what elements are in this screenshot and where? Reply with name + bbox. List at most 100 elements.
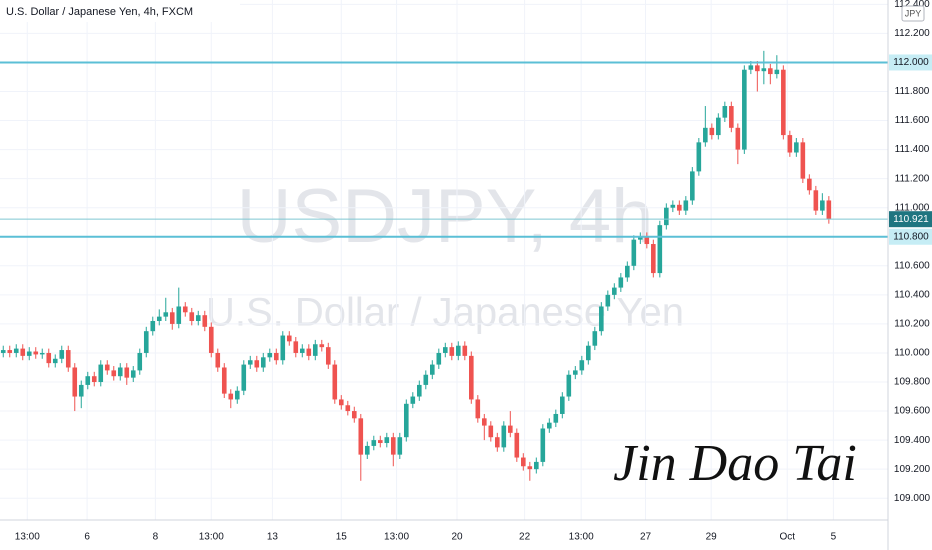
y-tick-label: 111.600	[895, 115, 930, 126]
watermark: USDJPY, 4h	[237, 174, 654, 259]
candle-body	[104, 364, 110, 371]
candle-body	[618, 277, 624, 288]
candle-body	[748, 65, 754, 70]
y-tick-label: 110.400	[894, 290, 930, 301]
candle-body	[820, 200, 825, 211]
y-tick-label: 109.600	[894, 406, 931, 417]
candle-body	[735, 127, 741, 150]
chart-title: U.S. Dollar / Japanese Yen, 4h, FXCM	[6, 6, 193, 18]
x-tick-label: 13:00	[569, 532, 594, 543]
candle-body	[72, 367, 78, 397]
candle-body	[156, 316, 162, 322]
candle-body	[443, 347, 448, 353]
level-tag-label: 110.800	[893, 231, 929, 242]
candle-body	[98, 364, 104, 383]
candle-body	[241, 364, 247, 391]
candle-body	[761, 68, 767, 72]
candle-body	[651, 244, 656, 274]
candle-body	[781, 69, 786, 136]
x-tick-label: 8	[153, 532, 159, 543]
time-axis	[0, 520, 888, 550]
candle-body	[332, 364, 338, 400]
candle-body	[403, 403, 409, 438]
candle-body	[397, 437, 403, 455]
x-tick-label: Oct	[779, 532, 795, 543]
candle-body	[703, 127, 708, 143]
currency-box[interactable]	[901, 5, 925, 22]
candle-body	[325, 347, 331, 365]
candle-body	[787, 135, 793, 153]
candle-body	[469, 355, 474, 400]
candle-body	[189, 312, 195, 322]
candle-body	[495, 437, 500, 448]
candle-body	[33, 351, 39, 355]
candle-body	[573, 370, 578, 375]
candle-body	[163, 312, 169, 317]
candle-body	[729, 106, 734, 128]
candle-body	[657, 225, 663, 274]
candle-body	[247, 360, 253, 365]
y-tick-label: 112.200	[894, 28, 930, 39]
x-tick-label: 5	[831, 532, 837, 543]
candle-body	[384, 437, 390, 444]
candle-body	[631, 239, 637, 266]
y-tick-label: 111.400	[895, 144, 930, 155]
candle-body	[85, 376, 91, 385]
candle-body	[377, 440, 383, 444]
candle-body	[553, 413, 559, 423]
candle-body	[456, 345, 461, 356]
candle-body	[182, 306, 188, 313]
candle-body	[52, 358, 58, 364]
candle-body	[592, 331, 598, 346]
candle-body	[117, 367, 123, 377]
x-tick-label: 13	[267, 532, 279, 543]
candle-body	[800, 142, 806, 179]
candle-body	[794, 142, 799, 153]
candle-body	[742, 69, 747, 150]
x-tick-label: 13:00	[199, 532, 224, 543]
candle-body	[7, 350, 13, 353]
x-tick-label: 27	[640, 532, 652, 543]
candle-body	[65, 350, 71, 368]
candle-body	[273, 352, 279, 361]
candle-body	[449, 347, 455, 356]
y-tick-label: 110.000	[894, 348, 930, 359]
level-tag	[889, 228, 932, 245]
candle-body	[436, 352, 442, 365]
candle-body	[78, 384, 84, 397]
title-bg	[0, 0, 240, 22]
candle-body	[534, 461, 539, 470]
candle-body	[690, 171, 695, 201]
candle-body	[709, 127, 715, 136]
candle-body	[137, 352, 143, 371]
candle-body	[416, 384, 422, 397]
candle-body	[267, 352, 273, 358]
candle-body	[169, 312, 175, 324]
candle-body	[59, 350, 65, 359]
candle-body	[228, 393, 234, 400]
y-tick-label: 110.200	[894, 319, 930, 330]
candle-body	[605, 294, 611, 307]
candle-body	[755, 65, 760, 72]
candle-body	[208, 326, 214, 353]
x-tick-label: 13:00	[15, 532, 40, 543]
candle-body	[150, 321, 156, 332]
candle-body	[306, 348, 312, 356]
candle-body	[371, 440, 377, 446]
candle-body	[390, 437, 396, 455]
y-tick-label: 111.800	[895, 86, 930, 97]
watermark-subtitle: U.S. Dollar / Japanese Yen	[206, 291, 684, 335]
candle-body	[124, 367, 130, 378]
y-tick-label: 109.800	[894, 377, 931, 388]
candle-body	[39, 352, 45, 355]
y-tick-label: 109.400	[894, 435, 931, 446]
candle-body	[202, 315, 208, 327]
candle-body	[508, 425, 513, 433]
candle-body	[612, 287, 617, 295]
candle-body	[280, 335, 286, 361]
candle-body	[716, 117, 721, 136]
candle-body	[482, 418, 487, 426]
candle-body	[260, 357, 266, 368]
candle-body	[677, 204, 682, 211]
